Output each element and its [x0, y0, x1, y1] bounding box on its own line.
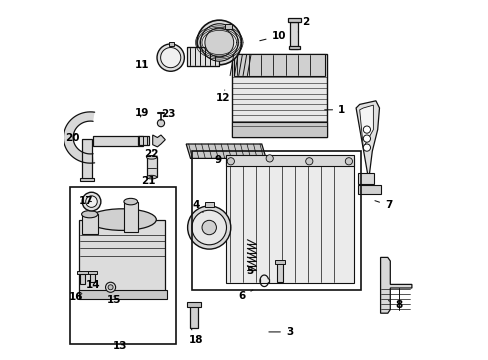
Text: 16: 16 [69, 292, 83, 302]
Circle shape [82, 192, 101, 211]
Text: 15: 15 [107, 294, 121, 305]
Bar [89, 273, 95, 282]
Bar [79, 220, 165, 297]
Text: 22: 22 [144, 149, 159, 159]
Bar [231, 54, 326, 137]
Circle shape [105, 282, 115, 292]
Text: 10: 10 [259, 31, 285, 41]
Circle shape [85, 196, 97, 207]
Circle shape [204, 28, 233, 57]
Bar [146, 157, 156, 177]
Text: 8: 8 [387, 300, 402, 310]
Bar [81, 214, 98, 234]
Ellipse shape [146, 156, 156, 159]
Polygon shape [380, 257, 411, 313]
Bar [186, 47, 219, 66]
Text: 18: 18 [188, 328, 203, 345]
Bar [226, 155, 354, 166]
Text: 11: 11 [134, 60, 149, 70]
Bar [287, 18, 300, 22]
Text: 3: 3 [268, 327, 292, 337]
Circle shape [227, 158, 234, 165]
Bar [192, 151, 361, 290]
Bar [88, 271, 97, 274]
Bar [123, 202, 137, 232]
Text: 2: 2 [298, 17, 309, 32]
Circle shape [363, 126, 370, 133]
Text: 7: 7 [374, 200, 391, 210]
Polygon shape [359, 105, 373, 148]
Text: 23: 23 [161, 109, 175, 120]
Text: 17: 17 [79, 196, 93, 206]
Bar [275, 260, 285, 264]
Bar [70, 187, 176, 344]
Text: 14: 14 [85, 280, 100, 290]
Circle shape [363, 135, 370, 142]
Bar [138, 136, 148, 145]
Bar [77, 271, 87, 274]
Ellipse shape [81, 211, 98, 218]
Polygon shape [186, 144, 265, 158]
Bar [226, 158, 354, 283]
Bar [189, 304, 197, 328]
Bar [80, 178, 94, 181]
Text: 9: 9 [215, 155, 222, 165]
Circle shape [197, 20, 241, 65]
Ellipse shape [146, 175, 156, 179]
Circle shape [157, 120, 164, 127]
Text: 6: 6 [238, 290, 252, 301]
Circle shape [160, 48, 181, 68]
Circle shape [200, 24, 238, 61]
Text: 19: 19 [134, 108, 149, 118]
Text: 5: 5 [246, 266, 253, 276]
Bar [289, 22, 298, 49]
Circle shape [202, 220, 216, 235]
Bar [92, 136, 142, 146]
Bar [231, 122, 326, 137]
Circle shape [157, 44, 184, 71]
Polygon shape [63, 112, 95, 163]
Text: 1: 1 [324, 105, 345, 115]
Circle shape [363, 144, 370, 151]
Text: 20: 20 [65, 132, 80, 143]
Bar [233, 54, 325, 76]
Bar [357, 185, 381, 194]
Text: 4: 4 [192, 200, 203, 212]
Polygon shape [152, 135, 165, 147]
Bar [82, 139, 92, 180]
Bar [224, 24, 231, 29]
Bar [186, 302, 200, 307]
Text: 13: 13 [113, 341, 127, 351]
Circle shape [187, 206, 230, 249]
Bar [204, 202, 213, 207]
Circle shape [192, 210, 226, 245]
Bar [79, 290, 167, 299]
Bar [288, 46, 299, 49]
Circle shape [108, 285, 113, 290]
Bar [80, 274, 85, 284]
Ellipse shape [88, 209, 156, 230]
Circle shape [265, 155, 273, 162]
Circle shape [345, 158, 352, 165]
Text: 21: 21 [141, 176, 155, 186]
Bar [357, 173, 373, 184]
Circle shape [305, 158, 312, 165]
Text: 12: 12 [215, 90, 230, 103]
Polygon shape [355, 101, 379, 180]
Ellipse shape [123, 198, 137, 205]
Bar [168, 42, 174, 46]
Bar [276, 262, 283, 282]
